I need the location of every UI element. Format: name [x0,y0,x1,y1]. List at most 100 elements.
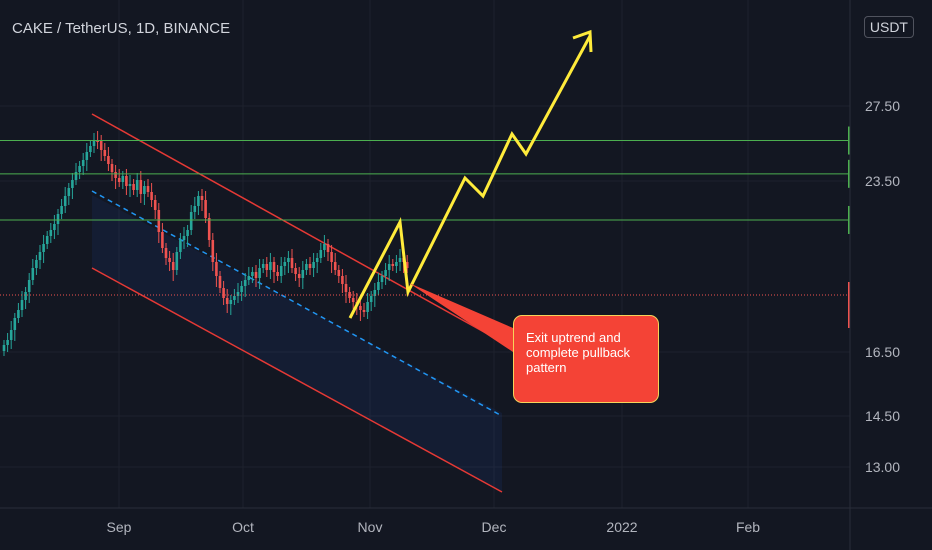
candle-body [193,206,197,212]
projection-path[interactable] [348,29,593,352]
candle-body [294,268,297,274]
candle-body [265,264,269,270]
candle-body [157,210,161,232]
candle-body [139,180,143,194]
projection-line [348,35,592,319]
candle-body [405,262,409,268]
descending-channel[interactable] [91,113,503,493]
candle-body [373,290,377,296]
candle-body [272,262,276,272]
candle-body [225,298,229,304]
candle-body [81,160,85,166]
candle-body [175,252,179,270]
time-tick-label: Nov [358,519,383,535]
candle-body [359,306,362,310]
candle-body [233,296,236,300]
candle-body [391,264,395,266]
price-axis-bg [850,0,932,550]
callout-line-2: complete pullback [526,345,631,360]
candle-body [269,262,272,270]
candle-body [45,236,49,244]
candle-body [211,240,215,262]
candle-body [337,270,341,276]
time-tick-label: Dec [482,519,507,535]
candle-body [53,224,56,230]
candle-body [283,262,287,266]
candle-body [103,150,107,156]
time-tick-label: Feb [736,519,760,535]
candle-body [276,272,279,276]
candle-body [99,140,103,150]
price-tick-label: 14.50 [865,408,900,424]
time-tick-label: 2022 [606,519,637,535]
candle-body [348,292,351,298]
candle-body [305,264,308,270]
candle-body [319,250,323,258]
candle-body [89,146,92,152]
candle-body [261,264,265,268]
chart-title: CAKE / TetherUS, 1D, BINANCE [12,20,231,37]
channel-upper-line [91,113,503,343]
candle-body [17,310,20,318]
candle-body [125,176,128,186]
candle-body [387,264,391,270]
candle-body [38,252,42,260]
candle-body [117,178,121,182]
candle-body [287,258,290,262]
candle-body [369,296,373,302]
candle-body [92,140,96,146]
candle-body [247,276,251,280]
candle-body [290,258,294,268]
candle-body [9,330,13,340]
candle-body [186,230,189,236]
candle-body [258,268,261,278]
price-tick-label: 16.50 [865,344,900,360]
candle-body [215,262,218,276]
annotation-callout[interactable]: Exit uptrend and complete pullback patte… [513,315,659,403]
candle-body [35,260,38,268]
candle-body [377,282,380,290]
candle-body [362,310,366,312]
candle-body [146,186,150,192]
candle-body [330,252,333,262]
candle-body [150,192,153,200]
candle-body [2,345,6,351]
candle-body [60,206,63,214]
candle-body [27,280,31,292]
candle-body [395,262,398,266]
candle-body [384,270,387,276]
candle-body [20,300,24,310]
candle-body [218,276,222,288]
candle-body [153,200,157,210]
candle-body [236,292,240,296]
candle-body [351,298,355,302]
time-tick-label: Sep [107,519,132,535]
callout-line-3: pattern [526,360,567,375]
candle-body [63,196,67,206]
candle-body [78,166,81,172]
currency-button[interactable]: USDT [863,16,914,38]
candle-body [114,172,117,178]
candle-body [315,258,319,262]
candle-body [135,180,139,190]
candle-body [251,272,254,276]
candle-body [168,258,171,262]
candle-body [71,180,74,188]
candle-body [207,218,211,240]
candle-body [182,236,186,240]
candle-body [49,230,53,236]
candle-body [222,288,225,298]
candle-body [297,274,301,278]
candle-body [240,286,243,292]
callout-line-1: Exit uptrend and [526,330,621,345]
candle-body [254,272,258,278]
candle-body [341,276,344,284]
candle-body [229,300,233,304]
candle-body [67,188,71,196]
candle-body [74,172,78,180]
candle-body [128,184,132,186]
channel-midline [91,190,503,417]
candle-body [189,212,193,230]
candle-body [200,196,204,200]
